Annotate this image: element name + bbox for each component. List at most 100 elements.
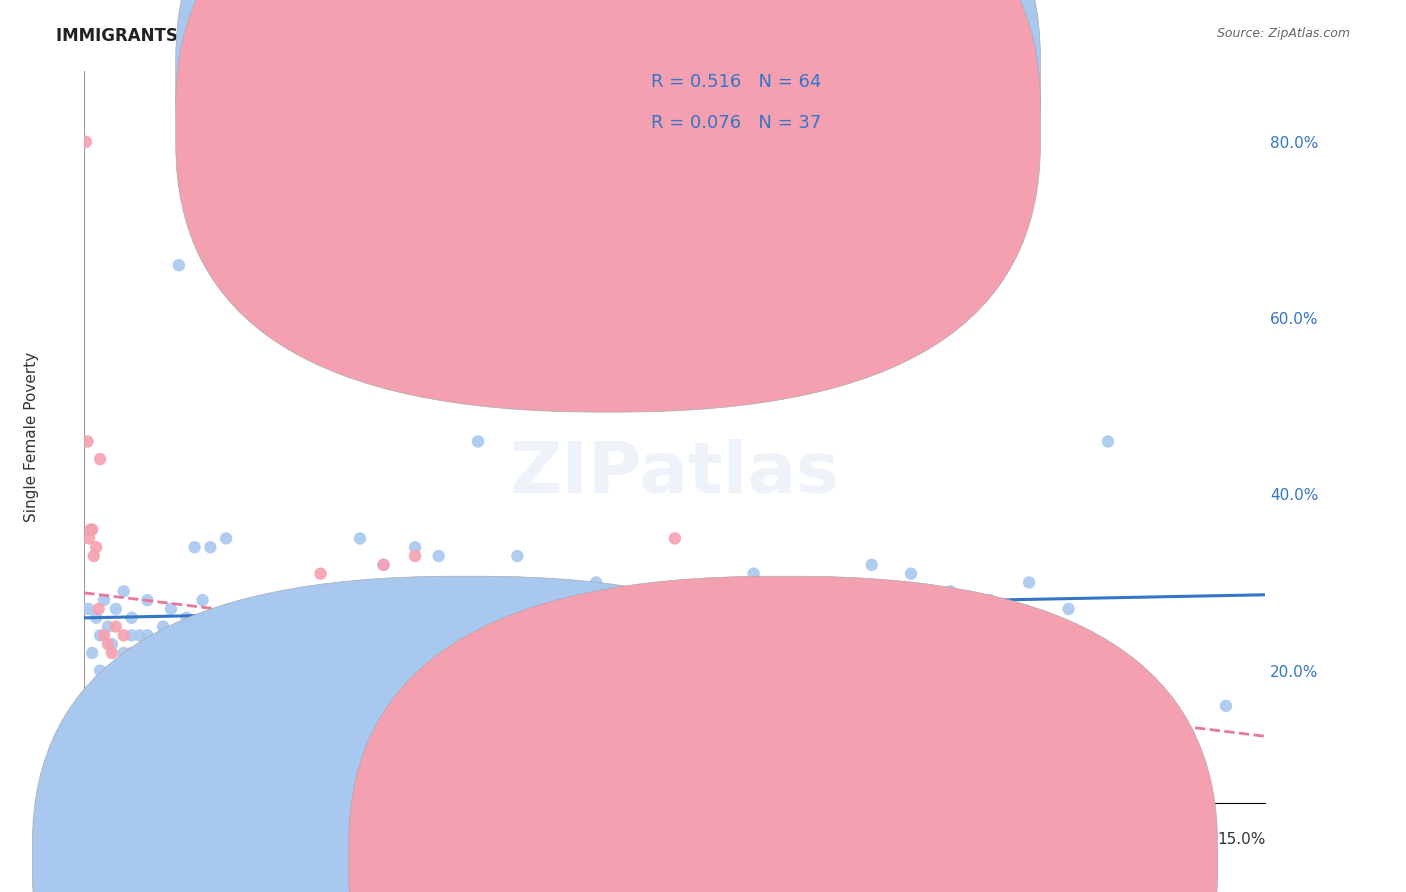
Point xyxy=(609,619,631,633)
Point xyxy=(112,628,135,642)
Text: IMMIGRANTS FROM NEPAL VS CARPATHO RUSYN SINGLE FEMALE POVERTY CORRELATION CHART: IMMIGRANTS FROM NEPAL VS CARPATHO RUSYN … xyxy=(56,27,960,45)
Point xyxy=(84,611,107,625)
Text: Source: ZipAtlas.com: Source: ZipAtlas.com xyxy=(1216,27,1350,40)
Point xyxy=(128,690,150,704)
Point xyxy=(585,628,607,642)
Point xyxy=(215,532,238,546)
Point xyxy=(121,628,143,642)
Point xyxy=(104,602,127,616)
Point xyxy=(821,602,844,616)
Point xyxy=(246,681,269,696)
Text: Carpatho Rusyns: Carpatho Rusyns xyxy=(794,851,924,865)
Point xyxy=(143,646,166,660)
Point xyxy=(104,681,127,696)
Point xyxy=(143,664,166,678)
Point xyxy=(176,716,198,731)
Point xyxy=(624,611,647,625)
Point xyxy=(270,664,292,678)
Point xyxy=(979,593,1001,607)
Point xyxy=(191,725,214,739)
Point xyxy=(467,743,489,757)
Point xyxy=(270,619,292,633)
Point xyxy=(79,690,101,704)
Point xyxy=(121,611,143,625)
Point xyxy=(93,628,115,642)
Point xyxy=(640,602,662,616)
Point xyxy=(152,637,174,651)
Point xyxy=(200,540,222,554)
Point xyxy=(97,619,120,633)
Point xyxy=(860,558,883,572)
Point xyxy=(128,628,150,642)
Point xyxy=(939,584,962,599)
Point xyxy=(373,558,395,572)
Point xyxy=(546,611,568,625)
Point xyxy=(87,602,110,616)
Point xyxy=(167,637,190,651)
Point xyxy=(79,523,101,537)
Point xyxy=(75,135,97,149)
Point xyxy=(585,575,607,590)
Point xyxy=(1057,602,1080,616)
Point xyxy=(136,664,159,678)
Point xyxy=(97,637,120,651)
Point xyxy=(121,646,143,660)
Point xyxy=(900,566,922,581)
Point xyxy=(530,690,553,704)
Point xyxy=(82,523,104,537)
Point xyxy=(160,602,183,616)
Point xyxy=(404,540,426,554)
Point xyxy=(167,258,190,272)
Point xyxy=(82,646,104,660)
Point xyxy=(89,628,111,642)
Point xyxy=(373,558,395,572)
Point xyxy=(128,655,150,669)
Text: Immigrants from Nepal: Immigrants from Nepal xyxy=(492,851,669,865)
Point xyxy=(1175,725,1198,739)
Point xyxy=(1136,698,1159,713)
Point xyxy=(152,690,174,704)
Point xyxy=(101,637,124,651)
Text: Single Female Poverty: Single Female Poverty xyxy=(24,352,39,522)
Point xyxy=(703,602,725,616)
Point xyxy=(231,655,253,669)
Point xyxy=(742,566,765,581)
Text: 0.0%: 0.0% xyxy=(84,832,124,847)
Text: R = 0.076   N = 37: R = 0.076 N = 37 xyxy=(651,114,821,132)
Text: R = 0.516   N = 64: R = 0.516 N = 64 xyxy=(651,73,821,91)
Point xyxy=(152,619,174,633)
Point xyxy=(200,646,222,660)
Point xyxy=(89,452,111,467)
Point xyxy=(349,532,371,546)
Point xyxy=(83,549,105,563)
Point xyxy=(76,434,98,449)
Point xyxy=(1018,575,1040,590)
Point xyxy=(112,584,135,599)
Point xyxy=(77,532,100,546)
Point xyxy=(294,619,316,633)
Point xyxy=(231,743,253,757)
Point xyxy=(624,593,647,607)
Point xyxy=(89,664,111,678)
Point xyxy=(143,673,166,687)
Point xyxy=(546,681,568,696)
Point xyxy=(183,540,205,554)
Point xyxy=(160,698,183,713)
Point xyxy=(191,593,214,607)
Point xyxy=(101,646,124,660)
Point xyxy=(309,566,332,581)
Point xyxy=(136,593,159,607)
Point xyxy=(104,619,127,633)
Point xyxy=(215,673,238,687)
Point xyxy=(207,734,229,748)
Point xyxy=(176,611,198,625)
Point xyxy=(664,532,686,546)
Point xyxy=(93,593,115,607)
Point xyxy=(427,549,450,563)
Point xyxy=(404,549,426,563)
Point xyxy=(309,655,332,669)
Point xyxy=(77,602,100,616)
Point xyxy=(782,584,804,599)
Point xyxy=(97,673,120,687)
Text: ZIPatlas: ZIPatlas xyxy=(510,439,839,508)
